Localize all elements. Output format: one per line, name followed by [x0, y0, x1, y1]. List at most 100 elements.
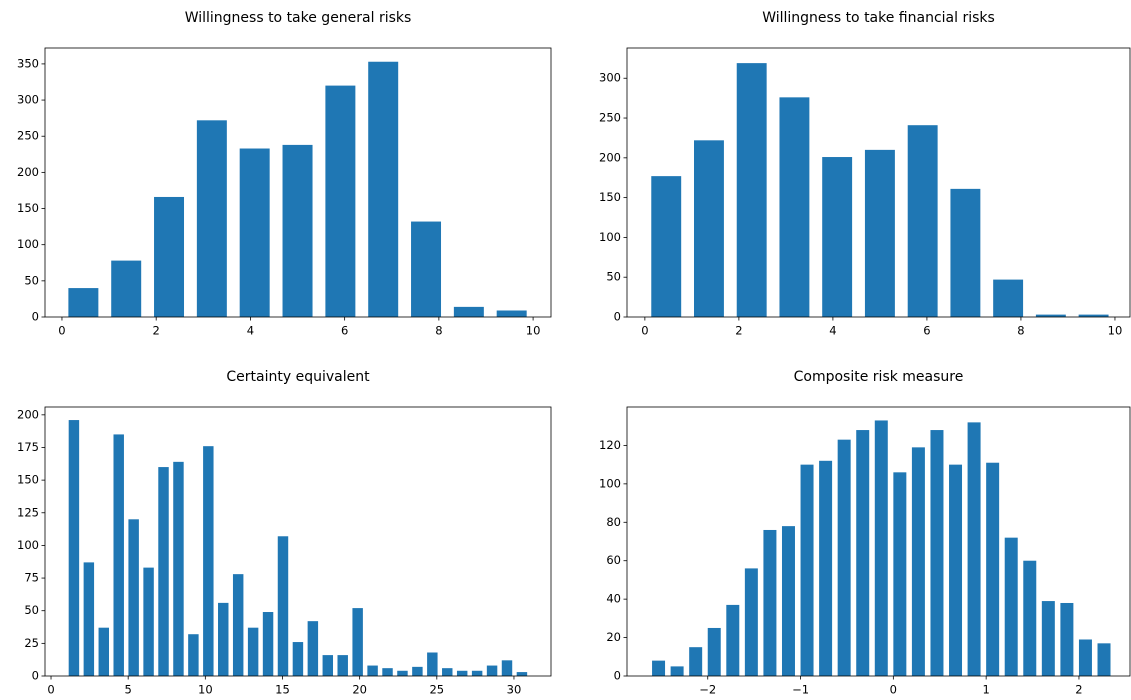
- y-tick-label: 200: [599, 150, 621, 164]
- bar: [397, 670, 408, 676]
- chart-title: Willingness to take general risks: [185, 10, 412, 26]
- x-tick-label: 5: [125, 683, 132, 697]
- bar: [874, 420, 888, 676]
- bar: [1078, 314, 1109, 317]
- bar: [907, 125, 938, 317]
- x-tick-label: 0: [47, 683, 54, 697]
- bar: [173, 461, 184, 676]
- bar: [277, 536, 289, 676]
- x-tick-label: 8: [1017, 324, 1024, 338]
- bar: [143, 567, 154, 676]
- bar: [1060, 602, 1074, 676]
- bar: [516, 672, 528, 676]
- bar: [1035, 314, 1066, 317]
- bar: [453, 306, 484, 317]
- bar: [911, 447, 925, 676]
- bar: [456, 670, 468, 676]
- bar: [781, 526, 795, 676]
- bar: [949, 464, 963, 676]
- bar: [282, 144, 313, 317]
- bar: [128, 519, 139, 676]
- bar: [113, 434, 124, 676]
- bar: [368, 61, 399, 318]
- y-tick-label: 50: [606, 270, 621, 284]
- bar: [822, 157, 853, 317]
- y-tick-label: 250: [17, 129, 39, 143]
- bar: [247, 627, 259, 676]
- chart-title: Certainty equivalent: [226, 369, 370, 385]
- bar: [501, 660, 513, 676]
- bar: [442, 668, 453, 676]
- bar: [1004, 537, 1018, 676]
- bar: [232, 574, 244, 676]
- y-tick-label: 120: [599, 438, 621, 452]
- bar: [856, 430, 870, 676]
- y-tick-label: 200: [17, 407, 39, 421]
- axes-frame: [44, 406, 552, 677]
- bar: [1078, 639, 1092, 676]
- bar: [1023, 560, 1037, 676]
- y-tick-label: 0: [614, 669, 621, 683]
- bar: [670, 666, 684, 676]
- y-tick-label: 75: [24, 571, 39, 585]
- bar: [203, 446, 214, 676]
- y-tick-label: 100: [599, 230, 621, 244]
- bar: [262, 612, 274, 676]
- y-tick-label: 300: [599, 71, 621, 85]
- bar: [651, 176, 682, 317]
- x-tick-label: 10: [526, 324, 541, 338]
- y-tick-label: 40: [606, 592, 621, 606]
- x-tick-label: 2: [1075, 683, 1082, 697]
- x-tick-label: 0: [58, 324, 65, 338]
- y-tick-label: 0: [614, 310, 621, 324]
- bar: [800, 464, 814, 676]
- x-tick-label: 0: [641, 324, 648, 338]
- y-tick-label: 350: [17, 56, 39, 70]
- bar: [986, 462, 1000, 676]
- bar: [694, 140, 724, 317]
- bar: [367, 665, 378, 676]
- bar: [819, 460, 833, 676]
- y-tick-label: 50: [24, 603, 39, 617]
- bar: [967, 422, 981, 676]
- bar: [158, 467, 169, 676]
- y-tick-label: 100: [599, 476, 621, 490]
- x-tick-label: 25: [429, 683, 444, 697]
- bar: [411, 221, 442, 317]
- bar: [707, 627, 721, 676]
- bar: [68, 288, 99, 317]
- bar: [111, 260, 142, 317]
- bar: [763, 529, 777, 676]
- y-tick-label: 125: [17, 505, 39, 519]
- y-tick-label: 100: [17, 538, 39, 552]
- x-tick-label: 0: [890, 683, 897, 697]
- bar: [322, 655, 334, 676]
- x-tick-label: 6: [923, 324, 930, 338]
- y-tick-label: 50: [24, 273, 39, 287]
- y-tick-label: 60: [606, 553, 621, 567]
- x-tick-label: 2: [153, 324, 160, 338]
- x-tick-label: 4: [247, 324, 254, 338]
- bar: [427, 652, 438, 676]
- x-tick-label: 6: [341, 324, 348, 338]
- y-tick-label: 150: [17, 201, 39, 215]
- x-tick-label: 20: [352, 683, 367, 697]
- x-tick-label: 10: [1108, 324, 1123, 338]
- bar: [68, 420, 80, 676]
- bar: [382, 668, 393, 676]
- bar: [218, 602, 229, 676]
- bar: [352, 608, 363, 676]
- bar: [736, 63, 767, 317]
- bar: [837, 439, 851, 676]
- x-tick-label: −2: [699, 683, 716, 697]
- axes-frame: [44, 47, 552, 318]
- bar: [292, 642, 304, 676]
- bar: [930, 430, 944, 676]
- y-tick-label: 175: [17, 440, 39, 454]
- bar: [196, 120, 227, 317]
- bar: [325, 85, 356, 318]
- chart-title: Composite risk measure: [794, 369, 964, 385]
- bar: [337, 655, 348, 676]
- axes-frame: [626, 406, 1131, 677]
